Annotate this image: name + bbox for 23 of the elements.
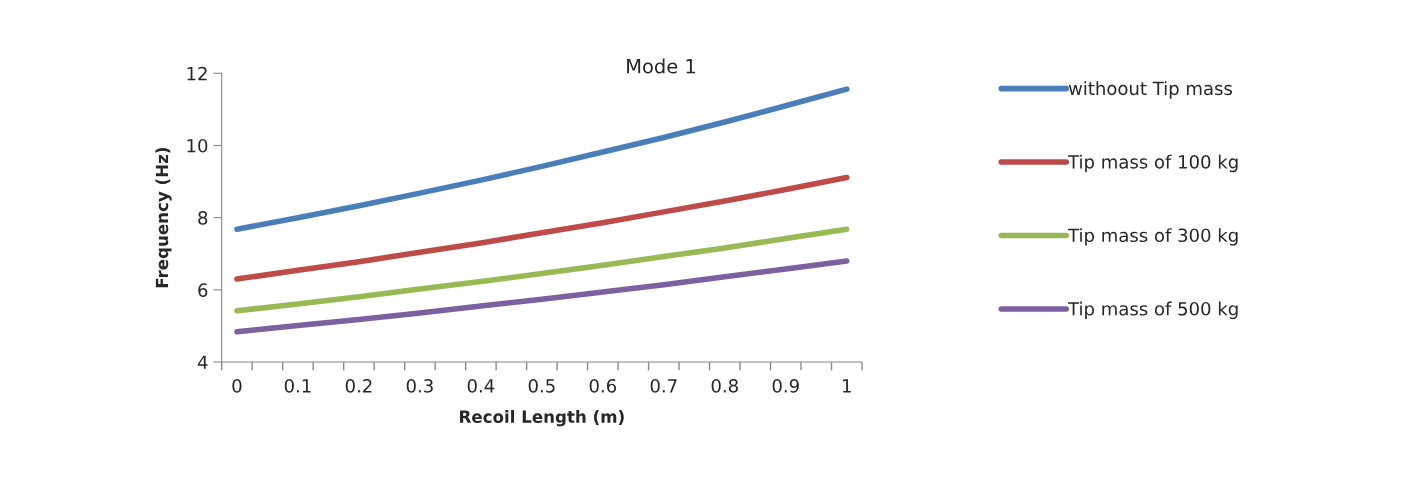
x-tick-label: 0.7: [650, 378, 677, 393]
x-tick-label: 0.8: [711, 378, 738, 393]
y-tick-label: 4: [197, 355, 208, 369]
x-tick-label: 0.4: [467, 378, 495, 393]
x-tick-label: 0.3: [406, 378, 433, 393]
x-tick-label: 0.9: [772, 378, 799, 393]
x-tick-label: 1: [842, 379, 851, 393]
legend-label: Tip mass of 500 kg: [1068, 301, 1238, 320]
y-tick-label: 12: [187, 66, 207, 81]
legend-label: Tip mass of 300 kg: [1068, 228, 1238, 246]
legend-label: Tip mass of 100 kg: [1068, 154, 1238, 173]
y-tick-label: 6: [198, 283, 208, 297]
x-tick-label: 0.5: [528, 378, 555, 393]
y-tick-label: 10: [187, 138, 208, 153]
x-tick-label: 0.1: [284, 378, 311, 393]
y-tick-label: 8: [198, 211, 208, 225]
y-axis-title: Frequency (Hz): [155, 147, 172, 288]
x-tick-label: 0.6: [589, 378, 617, 393]
x-tick-label: 0.2: [345, 378, 372, 393]
chart-title: Mode 1: [627, 58, 695, 74]
x-axis-title: Recoil Length (m): [460, 410, 624, 427]
legend-label: withoout Tip mass: [1068, 81, 1232, 99]
x-tick-label: 0: [232, 378, 242, 393]
